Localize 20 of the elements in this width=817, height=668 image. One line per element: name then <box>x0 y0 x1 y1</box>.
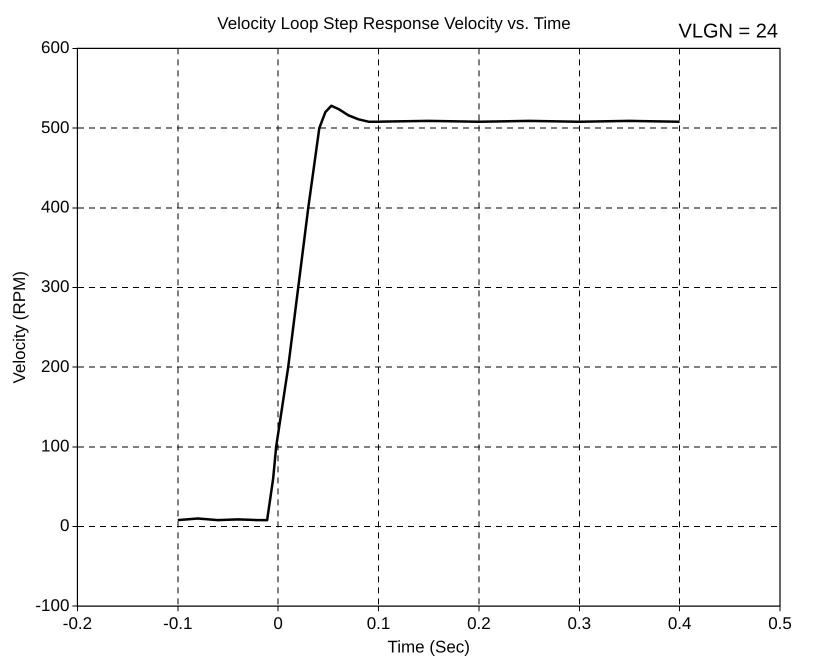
y-tick-label: 300 <box>41 277 70 296</box>
x-tick-label: 0.5 <box>768 614 792 634</box>
y-tick-label: 200 <box>41 356 70 376</box>
y-tick-label: -100 <box>35 596 70 615</box>
y-tick-label: 400 <box>41 197 70 216</box>
x-tick-label: 0.2 <box>467 614 491 634</box>
x-tick-label: 0.4 <box>668 614 692 634</box>
y-axis-title: Velocity (RPM) <box>10 271 29 384</box>
x-tick-label: 0 <box>273 614 283 634</box>
y-tick-label: 100 <box>41 436 70 456</box>
x-tick-label: 0.3 <box>567 614 592 634</box>
x-tick-label: 0.1 <box>366 614 390 634</box>
chart-title: Velocity Loop Step Response Velocity vs. Time <box>217 14 571 33</box>
y-tick-label: 500 <box>41 118 70 137</box>
y-tick-label: 0 <box>60 516 70 536</box>
x-tick-label: -0.2 <box>62 614 92 634</box>
y-tick-label: 600 <box>41 38 70 58</box>
x-axis-title: Time (Sec) <box>387 637 470 656</box>
text: VLGN = 24 <box>678 20 778 43</box>
x-tick-label: -0.1 <box>163 614 192 634</box>
